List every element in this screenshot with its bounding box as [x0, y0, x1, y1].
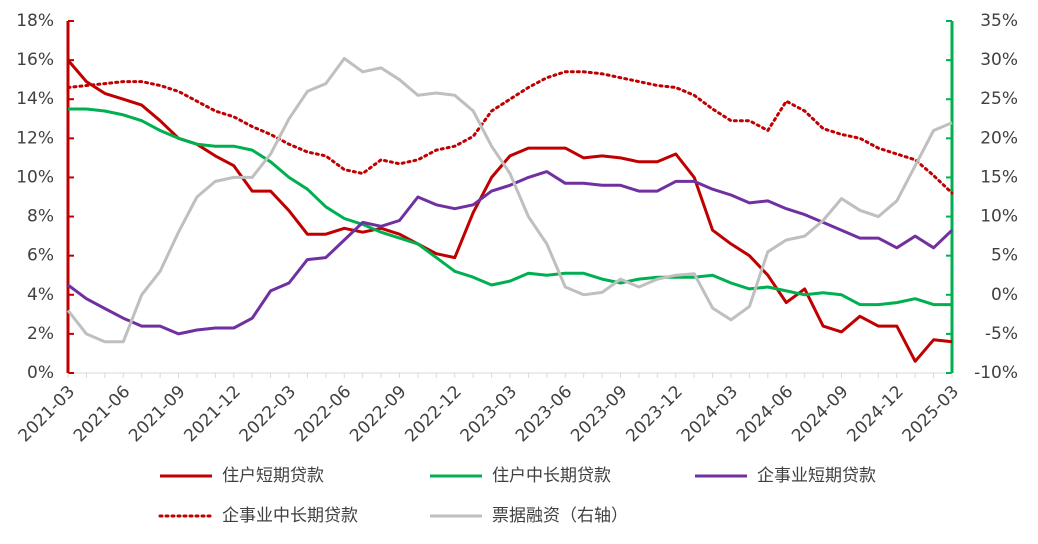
- series-line: [66, 70, 954, 195]
- x-tick-label: 2021-12: [180, 382, 244, 446]
- y2-tick-label: 0%: [991, 285, 1018, 305]
- y2-tick-label: -5%: [985, 324, 1018, 344]
- y-tick-label: 18%: [16, 11, 54, 31]
- y-tick-label: 10%: [16, 167, 54, 187]
- legend-label: 票据融资（右轴）: [492, 506, 628, 526]
- y2-tick-label: -10%: [974, 363, 1018, 383]
- x-tick-label: 2022-12: [401, 382, 465, 446]
- y2-tick-label: 5%: [991, 246, 1018, 266]
- x-tick-label: 2021-09: [125, 382, 189, 446]
- x-tick-label: 2023-03: [457, 382, 521, 446]
- y-tick-label: 6%: [27, 246, 54, 266]
- y2-tick-label: 25%: [980, 89, 1018, 109]
- x-tick-label: 2025-03: [899, 382, 963, 446]
- y2-tick-label: 10%: [980, 207, 1018, 227]
- x-tick-label: 2024-06: [733, 382, 797, 446]
- x-tick-label: 2024-03: [678, 382, 742, 446]
- y2-tick-label: 30%: [980, 50, 1018, 70]
- y-tick-label: 2%: [27, 324, 54, 344]
- y-tick-label: 12%: [16, 128, 54, 148]
- y2-tick-label: 20%: [980, 128, 1018, 148]
- y-tick-label: 4%: [27, 285, 54, 305]
- series-line: [66, 57, 953, 344]
- legend-label: 住户中长期贷款: [492, 466, 611, 486]
- series-line: [67, 170, 954, 336]
- y-tick-label: 0%: [27, 363, 54, 383]
- y-tick-label: 8%: [27, 207, 54, 227]
- x-tick-label: 2024-09: [788, 382, 852, 446]
- y2-tick-label: 15%: [980, 167, 1018, 187]
- x-tick-label: 2022-09: [346, 382, 410, 446]
- y2-tick-label: 35%: [980, 11, 1018, 31]
- series-line: [66, 59, 953, 363]
- x-tick-label: 2023-09: [567, 382, 631, 446]
- legend-label: 住户短期贷款: [222, 466, 324, 486]
- x-tick-label: 2022-03: [236, 382, 300, 446]
- x-tick-label: 2022-06: [291, 382, 355, 446]
- x-tick-label: 2021-06: [70, 382, 134, 446]
- y-tick-label: 14%: [16, 89, 54, 109]
- x-tick-label: 2024-12: [843, 382, 907, 446]
- x-tick-label: 2023-12: [622, 382, 686, 446]
- legend-label: 企事业短期贷款: [757, 466, 876, 486]
- legend-label: 企事业中长期贷款: [222, 506, 358, 526]
- x-tick-label: 2021-03: [15, 382, 79, 446]
- y-tick-label: 16%: [16, 50, 54, 70]
- series-line: [68, 107, 952, 307]
- x-tick-label: 2023-06: [512, 382, 576, 446]
